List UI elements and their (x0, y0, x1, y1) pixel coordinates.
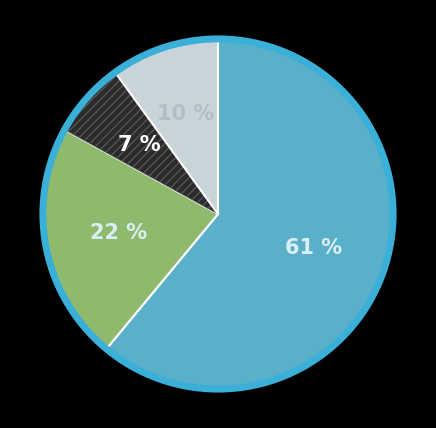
Text: 22 %: 22 % (90, 223, 147, 243)
Text: 10 %: 10 % (157, 104, 214, 124)
Wedge shape (43, 130, 218, 349)
Wedge shape (65, 72, 218, 214)
Wedge shape (106, 39, 393, 389)
Text: 7 %: 7 % (118, 134, 160, 155)
Text: 61 %: 61 % (285, 238, 342, 259)
Wedge shape (115, 39, 218, 214)
